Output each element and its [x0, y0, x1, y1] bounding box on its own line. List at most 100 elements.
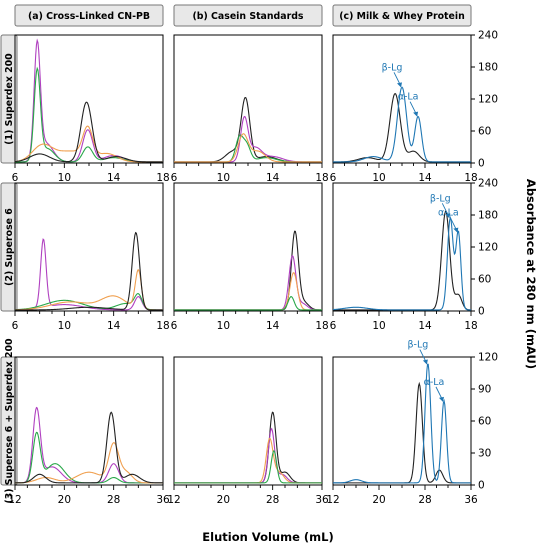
y-tick-label: 30	[478, 448, 491, 460]
panel-frame	[332, 356, 472, 486]
row-label-text: (3) Superose 6 + Superdex 200	[4, 338, 15, 504]
panel	[173, 182, 323, 312]
annotation-label: β-Lg	[407, 340, 428, 351]
x-tick-label: 18	[464, 320, 477, 332]
series-line-magenta	[15, 38, 163, 163]
panels: β-Lg α-La β-Lg α-La β-Lg α-La	[14, 34, 472, 486]
series-line-green	[15, 66, 163, 163]
x-tick-label: 20	[372, 494, 385, 506]
annotation-arrowhead	[397, 82, 402, 88]
panel	[14, 182, 164, 312]
x-tick-label: 36	[464, 494, 478, 506]
y-tick-label: 60	[478, 274, 491, 286]
annotation-arrowhead	[422, 359, 428, 365]
y-tick-label: 120	[478, 94, 498, 106]
annotation-arrowhead	[445, 213, 451, 219]
y-tick-label: 0	[478, 306, 485, 318]
x-tick-label: 14	[107, 320, 121, 332]
x-tick-label: 36	[315, 494, 329, 506]
series-line-magenta	[174, 115, 322, 163]
right-axes: 0 60 120 180 240 0 60 120 180 240 0 30 60 90 120	[471, 30, 498, 492]
x-tick-label: 6	[12, 320, 19, 332]
series-line-magenta	[174, 427, 322, 484]
x-tick-label: 10	[217, 172, 230, 184]
row-label-text: (2) Superose 6	[4, 208, 15, 286]
series-line-blue	[332, 363, 471, 484]
row-label: (1) Superdex 200	[0, 34, 18, 164]
series-line-orange	[14, 442, 163, 484]
series-line-orange	[174, 437, 322, 484]
series-line-green	[174, 134, 322, 163]
panel-frame	[14, 356, 164, 486]
y-tick-label: 120	[478, 242, 498, 254]
x-tick-label: 18	[315, 320, 328, 332]
panel-frame	[14, 34, 164, 164]
series-line-orange	[174, 133, 322, 163]
series-line-blue	[333, 86, 471, 163]
y-tick-label: 90	[478, 384, 491, 396]
x-tick-label: 18	[315, 172, 328, 184]
series-line-black	[15, 411, 164, 484]
panel	[14, 34, 164, 164]
annotation-label: α-La	[424, 377, 445, 388]
series-line-black	[15, 231, 163, 311]
y-tick-label: 240	[478, 178, 498, 190]
x-tick-label: 10	[58, 172, 71, 184]
series-line-black	[174, 411, 322, 484]
x-tick-label: 12	[167, 494, 180, 506]
annotation-label: α-La	[438, 208, 459, 219]
x-tick-label: 6	[330, 320, 337, 332]
x-tick-label: 14	[266, 172, 280, 184]
x-tick-label: 6	[12, 172, 19, 184]
series-line-black	[333, 381, 471, 484]
annotation-label: α-La	[398, 92, 419, 103]
y-tick-label: 0	[478, 480, 485, 492]
y-tick-label: 60	[478, 416, 491, 428]
annotation-label: β-Lg	[430, 193, 451, 204]
series-line-black	[333, 210, 472, 311]
column-header-box	[332, 4, 472, 27]
annotation-arrowhead	[453, 227, 459, 233]
x-tick-label: 28	[107, 494, 120, 506]
panel	[332, 356, 472, 486]
y-tick-label: 120	[478, 352, 498, 364]
panel	[173, 34, 323, 164]
x-tick-label: 10	[217, 320, 230, 332]
y-tick-label: 0	[478, 158, 485, 170]
x-axis-label: Elution Volume (mL)	[202, 530, 333, 544]
x-tick-label: 10	[58, 320, 71, 332]
x-tick-label: 6	[330, 172, 337, 184]
series-line-magenta	[15, 406, 163, 484]
row-label-box	[0, 182, 18, 312]
panel-frame	[173, 356, 323, 486]
x-tick-label: 20	[217, 494, 230, 506]
x-tick-label: 10	[372, 172, 385, 184]
annotation-label: β-Lg	[382, 62, 403, 73]
x-tick-label: 18	[156, 320, 169, 332]
series-line-orange	[14, 269, 163, 311]
x-tick-label: 14	[107, 172, 121, 184]
annotation-arrowhead	[413, 111, 419, 117]
series-line-blue	[332, 215, 471, 311]
column-header-label: (c) Milk & Whey Protein	[339, 11, 465, 22]
x-tick-label: 14	[266, 320, 280, 332]
x-tick-label: 6	[171, 172, 178, 184]
x-tick-label: 12	[8, 494, 21, 506]
panel-frame	[14, 182, 164, 312]
x-tick-label: 18	[156, 172, 169, 184]
row-label-box	[0, 356, 18, 486]
x-tick-label: 12	[326, 494, 339, 506]
row-label-box	[0, 34, 18, 164]
y-tick-label: 60	[478, 126, 491, 138]
y-tick-label: 180	[478, 62, 498, 74]
annotation-arrowhead	[438, 396, 444, 402]
x-tick-label: 28	[418, 494, 431, 506]
bottom-axes: 6 10 14 18 6 10 14 18 6 10 14 186 10 14 18 6 10 14 18 6 10 14…	[8, 163, 478, 506]
y-tick-label: 180	[478, 210, 498, 222]
column-header-label: (a) Cross-Linked CN-PB	[28, 11, 150, 22]
row-labels: (1) Superdex 200 (2) Superose 6 (3) Supero…	[0, 34, 18, 504]
column-header-label: (b) Casein Standards	[192, 11, 303, 22]
x-tick-label: 28	[266, 494, 279, 506]
x-tick-label: 10	[372, 320, 385, 332]
